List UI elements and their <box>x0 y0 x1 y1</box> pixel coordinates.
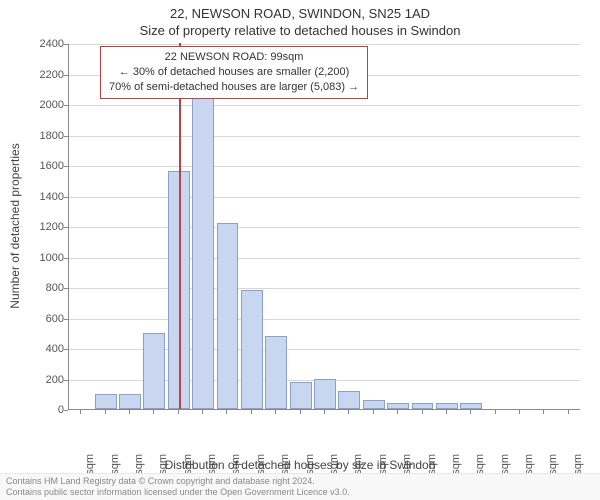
y-tick-label: 2200 <box>40 69 64 81</box>
histogram-bar <box>241 290 263 409</box>
y-tick-label: 1200 <box>40 221 64 233</box>
y-tick-label: 1400 <box>40 191 64 203</box>
y-tick-mark <box>64 136 68 137</box>
x-tick-mark <box>397 410 398 414</box>
histogram-bar <box>217 223 239 409</box>
info-box: 22 NEWSON ROAD: 99sqm ← 30% of detached … <box>100 46 368 99</box>
y-tick-label: 2000 <box>40 99 64 111</box>
gridline <box>69 258 580 259</box>
x-axis-title: Distribution of detached houses by size … <box>0 458 600 472</box>
y-tick-label: 1600 <box>40 160 64 172</box>
x-tick-mark <box>324 410 325 414</box>
histogram-bar <box>314 379 336 410</box>
x-tick-mark <box>470 410 471 414</box>
histogram-bar <box>95 394 117 409</box>
x-tick-mark <box>251 410 252 414</box>
histogram-bar <box>436 403 458 409</box>
info-line-2: ← 30% of detached houses are smaller (2,… <box>109 65 359 80</box>
x-tick-mark <box>153 410 154 414</box>
x-tick-mark <box>495 410 496 414</box>
y-tick-label: 400 <box>46 343 64 355</box>
y-tick-mark <box>64 258 68 259</box>
y-tick-mark <box>64 75 68 76</box>
y-tick-label: 800 <box>46 282 64 294</box>
chart-container: 22, NEWSON ROAD, SWINDON, SN25 1AD Size … <box>0 0 600 500</box>
histogram-bar <box>338 391 360 409</box>
gridline <box>69 105 580 106</box>
x-tick-mark <box>446 410 447 414</box>
histogram-bar <box>290 382 312 409</box>
gridline <box>69 44 580 45</box>
footer-line-2: Contains public sector information licen… <box>6 487 594 498</box>
title-address: 22, NEWSON ROAD, SWINDON, SN25 1AD <box>0 0 600 21</box>
x-tick-mark <box>348 410 349 414</box>
info-line-3: 70% of semi-detached houses are larger (… <box>109 80 359 95</box>
histogram-bar <box>363 400 385 409</box>
x-tick-mark <box>373 410 374 414</box>
x-tick-mark <box>568 410 569 414</box>
histogram-bar <box>119 394 141 409</box>
gridline <box>69 197 580 198</box>
histogram-bar <box>265 336 287 409</box>
y-tick-mark <box>64 410 68 411</box>
y-tick-mark <box>64 197 68 198</box>
y-tick-mark <box>64 105 68 106</box>
gridline <box>69 288 580 289</box>
histogram-bar <box>387 403 409 409</box>
y-tick-mark <box>64 319 68 320</box>
y-tick-mark <box>64 288 68 289</box>
histogram-bar <box>412 403 434 409</box>
y-tick-label: 2400 <box>40 38 64 50</box>
gridline <box>69 227 580 228</box>
gridline <box>69 136 580 137</box>
x-tick-mark <box>275 410 276 414</box>
gridline <box>69 166 580 167</box>
histogram-bar <box>460 403 482 409</box>
title-subtitle: Size of property relative to detached ho… <box>0 21 600 38</box>
gridline <box>69 319 580 320</box>
info-line-1: 22 NEWSON ROAD: 99sqm <box>109 50 359 65</box>
x-tick-mark <box>202 410 203 414</box>
x-tick-mark <box>422 410 423 414</box>
footer-line-1: Contains HM Land Registry data © Crown c… <box>6 476 594 487</box>
x-tick-mark <box>178 410 179 414</box>
histogram-bar <box>143 333 165 409</box>
x-tick-mark <box>80 410 81 414</box>
x-tick-mark <box>519 410 520 414</box>
y-tick-label: 1000 <box>40 252 64 264</box>
y-tick-label: 1800 <box>40 130 64 142</box>
x-tick-mark <box>543 410 544 414</box>
x-tick-mark <box>129 410 130 414</box>
x-tick-mark <box>105 410 106 414</box>
y-tick-label: 600 <box>46 313 64 325</box>
x-tick-mark <box>226 410 227 414</box>
y-tick-mark <box>64 349 68 350</box>
footer: Contains HM Land Registry data © Crown c… <box>0 473 600 500</box>
y-tick-mark <box>64 380 68 381</box>
y-tick-label: 200 <box>46 374 64 386</box>
y-tick-mark <box>64 44 68 45</box>
plot-area <box>68 44 580 410</box>
x-tick-mark <box>300 410 301 414</box>
histogram-bar <box>192 64 214 409</box>
y-tick-mark <box>64 227 68 228</box>
y-axis-title: Number of detached properties <box>8 143 22 308</box>
y-tick-mark <box>64 166 68 167</box>
